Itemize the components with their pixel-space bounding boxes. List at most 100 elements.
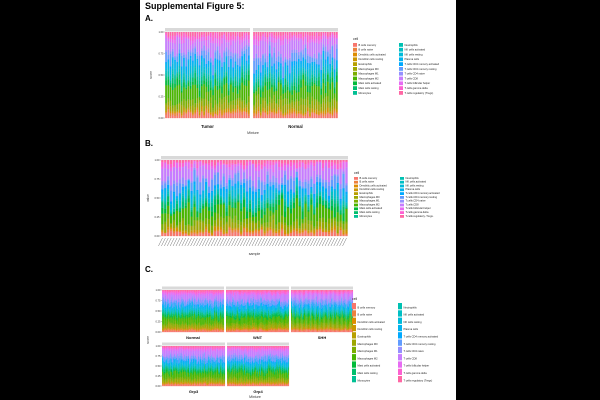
bar-segment (318, 203, 322, 219)
bar-segment (266, 55, 269, 63)
bar-segment (162, 290, 163, 293)
bar-segment (193, 167, 196, 171)
bar-segment (164, 290, 166, 294)
bar-segment (190, 226, 193, 231)
bar-segment (247, 64, 250, 68)
bar-segment (171, 292, 173, 295)
bar-segment (201, 324, 203, 326)
bar-segment (163, 306, 165, 309)
bar-segment (203, 293, 205, 295)
bar-segment (336, 163, 339, 169)
bar-segment (218, 82, 221, 86)
bar-segment (191, 310, 193, 312)
bar-segment (199, 327, 201, 329)
bar-segment (184, 161, 187, 163)
bar-segment (205, 317, 207, 320)
bar-segment (182, 324, 184, 329)
bar-segment (262, 35, 264, 41)
bar-segment (200, 311, 202, 314)
bar-segment (194, 291, 196, 293)
bar-segment (165, 50, 167, 53)
bar-segment (272, 199, 275, 203)
bar-segment (166, 315, 167, 317)
bar-segment (198, 80, 201, 85)
bar-segment (195, 316, 197, 319)
bar-segment (297, 113, 300, 115)
panel-c-bar (162, 290, 164, 333)
bar-segment (203, 40, 205, 46)
bar-segment (168, 291, 170, 293)
bar-segment (335, 71, 338, 76)
bar-segment (309, 82, 311, 86)
bar-segment (174, 319, 176, 325)
bar-segment (248, 229, 252, 231)
bar-segment (272, 184, 275, 190)
bar-segment (162, 312, 164, 314)
bar-segment (177, 308, 178, 310)
bar-segment (183, 315, 185, 318)
bar-segment (180, 324, 182, 327)
panel-b-legend-label: Macrophages.M2 (360, 202, 381, 206)
panel-b-bar (210, 160, 214, 237)
bar-segment (222, 217, 225, 225)
bar-segment (164, 168, 167, 182)
bar-segment (257, 35, 260, 42)
bar-segment (180, 327, 182, 329)
bar-segment (216, 43, 219, 47)
bar-segment (191, 290, 193, 293)
bar-segment (286, 191, 290, 195)
bar-segment (324, 72, 327, 75)
bar-segment (271, 57, 273, 67)
bar-segment (275, 39, 278, 43)
bar-segment (170, 299, 172, 301)
bar-segment (318, 113, 320, 115)
bar-segment (208, 318, 209, 325)
bar-segment (176, 66, 179, 72)
bar-segment (196, 189, 199, 192)
bar-segment (251, 216, 255, 221)
bar-segment (327, 95, 329, 102)
bar-segment (167, 180, 170, 185)
bar-segment (232, 86, 235, 93)
panel-b-legend-label: Plasma.cells (406, 187, 421, 191)
bar-segment (205, 105, 208, 109)
bar-segment (251, 194, 255, 202)
bar-segment (309, 116, 311, 119)
bar-segment (176, 315, 178, 319)
panel-b-bar (172, 160, 176, 237)
bar-segment (339, 206, 342, 209)
bar-segment (298, 225, 301, 229)
bar-segment (262, 81, 264, 86)
bar-segment (163, 311, 165, 314)
bar-segment (192, 48, 194, 53)
bar-segment (208, 303, 209, 308)
bar-segment (206, 300, 207, 305)
panel-a-bar (257, 32, 260, 119)
bar-segment (330, 198, 333, 201)
bar-segment (205, 307, 207, 310)
bar-segment (304, 222, 307, 229)
bar-segment (187, 49, 190, 52)
bar-segment (241, 36, 243, 40)
panel-c-bar (179, 290, 181, 333)
bar-segment (216, 81, 219, 86)
bar-segment (202, 303, 204, 306)
bar-segment (272, 228, 275, 233)
bar-segment (234, 229, 237, 232)
panel-a-legend-label: Monocytes (359, 91, 372, 95)
bar-segment (181, 330, 183, 333)
panel-b-bar (225, 160, 228, 237)
bar-segment (208, 293, 209, 297)
bar-segment (206, 307, 207, 311)
bar-segment (257, 57, 260, 59)
bar-segment (331, 32, 334, 33)
bar-segment (194, 32, 197, 37)
bar-segment (219, 226, 222, 230)
bar-segment (313, 165, 316, 171)
bar-segment (169, 42, 172, 52)
bar-segment (165, 298, 167, 302)
panel-a-legend-swatch (399, 47, 403, 52)
panel-b-legend-swatch (400, 184, 404, 188)
bar-segment (175, 208, 179, 211)
bar-segment (184, 232, 187, 235)
